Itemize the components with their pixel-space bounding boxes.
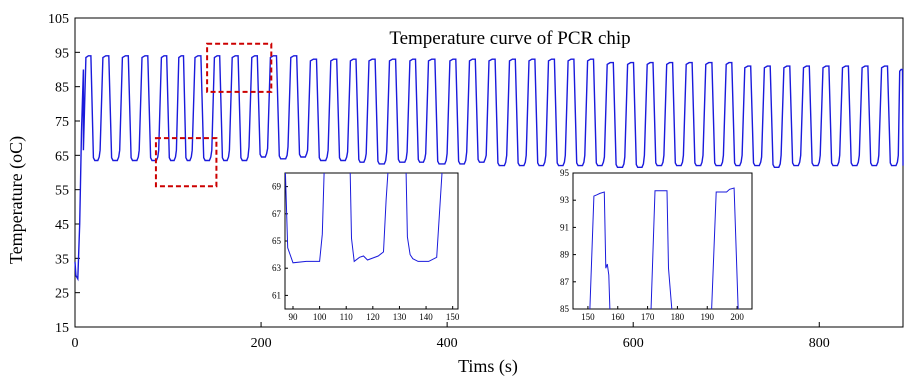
inset-y-tick-label: 67 [272,209,282,219]
y-tick-label: 35 [55,252,69,267]
x-tick-label: 600 [623,336,644,351]
highlight-boxes [154,42,273,188]
inset-x-tick-label: 120 [366,312,380,322]
inset-y-tick-label: 93 [560,195,570,205]
y-tick-label: 105 [48,12,69,27]
inset-x-tick-label: 110 [340,312,354,322]
temperature-series [74,55,904,282]
y-axis-title: Temperature (oC) [6,136,27,264]
y-tick-label: 55 [55,184,69,199]
inset-y-tick-label: 69 [272,182,282,192]
inset-series-line [589,187,739,309]
x-tick-label: 400 [437,336,458,351]
inset-anneal-zoom: 61 63 65 67 69 90 100 110 120 130 140 150 [272,172,460,322]
x-tick-label: 800 [809,336,830,351]
inset-x-tick-label: 150 [581,312,595,322]
inset-x-tick-label: 130 [393,312,407,322]
inset-x-tick-label: 200 [730,312,744,322]
zoom-box-2 [206,42,273,93]
inset-denature-zoom: 85 87 89 91 93 95 150 160 170 180 190 200 [560,168,753,322]
inset-y-tick-label: 65 [272,236,282,246]
inset-x-tick-label: 90 [288,312,298,322]
x-tick-label: 0 [72,336,79,351]
inset-x-tick-label: 100 [313,312,327,322]
y-tick-label: 75 [55,115,69,130]
y-tick-label: 85 [55,81,69,96]
chart-title: Temperature curve of PCR chip [389,28,630,49]
inset-x-tick-label: 190 [701,312,715,322]
inset-y-tick-label: 95 [560,168,570,178]
inset-y-tick-label: 91 [560,222,569,232]
inset-frame [572,172,753,310]
x-axis: 0 200 400 600 800 [72,322,830,351]
inset-x-tick-label: 180 [671,312,685,322]
inset-series-line [285,173,443,264]
zoom-box-1 [154,137,218,188]
inset-y-tick-label: 61 [272,290,281,300]
y-tick-label: 15 [55,321,69,336]
y-axis: 15 25 35 45 55 65 75 85 95 105 [48,12,80,336]
plot-area [74,17,904,328]
x-tick-label: 200 [251,336,272,351]
inset-x-tick-label: 150 [446,312,460,322]
x-axis-title: Tims (s) [458,356,518,377]
inset-x-tick-label: 170 [641,312,655,322]
series-line [74,55,904,282]
inset-x-tick-label: 140 [419,312,433,322]
inset-y-tick-label: 63 [272,263,282,273]
inset-y-tick-label: 85 [560,304,570,314]
inset-frame [284,172,459,310]
y-tick-label: 45 [55,218,69,233]
inset-y-tick-label: 89 [560,250,570,260]
inset-y-tick-label: 87 [560,277,570,287]
y-tick-label: 65 [55,149,69,164]
y-tick-label: 25 [55,287,69,302]
inset-x-tick-label: 160 [611,312,625,322]
y-tick-label: 95 [55,46,69,61]
